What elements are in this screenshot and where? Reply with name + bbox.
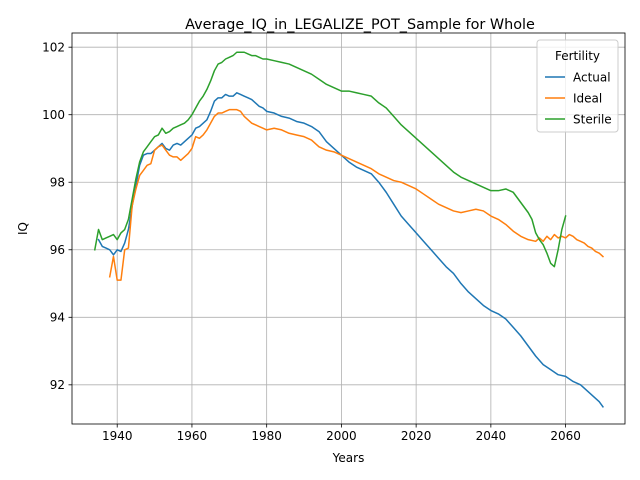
y-tick-label: 96	[50, 243, 65, 257]
y-tick-label: 94	[50, 311, 65, 325]
x-tick-label: 2020	[401, 429, 432, 443]
legend-label-actual: Actual	[573, 70, 611, 84]
y-tick-label: 100	[42, 108, 65, 122]
series-line-sterile	[93, 51, 567, 268]
legend-box	[536, 39, 619, 133]
y-axis-label: IQ	[16, 222, 30, 235]
legend-items: Actual Ideal Sterile	[545, 70, 612, 126]
x-tick-label: 1960	[177, 429, 208, 443]
x-tick-label: 2060	[550, 429, 581, 443]
y-axis: 92 94 96 98 100 102	[42, 40, 72, 392]
series-line-ideal	[108, 108, 605, 281]
y-tick-label: 102	[42, 40, 65, 54]
x-tick-label: 2000	[326, 429, 357, 443]
legend-label-ideal: Ideal	[573, 91, 602, 105]
x-tick-label: 1980	[251, 429, 282, 443]
x-axis: 1940 1960 1980 2000 2020 2040 2060	[102, 424, 581, 443]
legend-title: Fertility	[555, 49, 600, 63]
chart-title: Average_IQ_in_LEGALIZE_POT_Sample for Wh…	[185, 17, 535, 33]
x-tick-label: 1940	[102, 429, 133, 443]
legend-label-sterile: Sterile	[573, 112, 612, 126]
y-tick-label: 92	[50, 378, 65, 392]
legend: Fertility Actual Ideal Sterile	[536, 39, 619, 133]
grid	[72, 33, 625, 424]
plot-frame	[71, 32, 626, 425]
x-tick-label: 2040	[476, 429, 507, 443]
x-axis-label: Years	[332, 451, 365, 465]
series-layer	[93, 51, 605, 408]
y-tick-label: 98	[50, 176, 65, 190]
